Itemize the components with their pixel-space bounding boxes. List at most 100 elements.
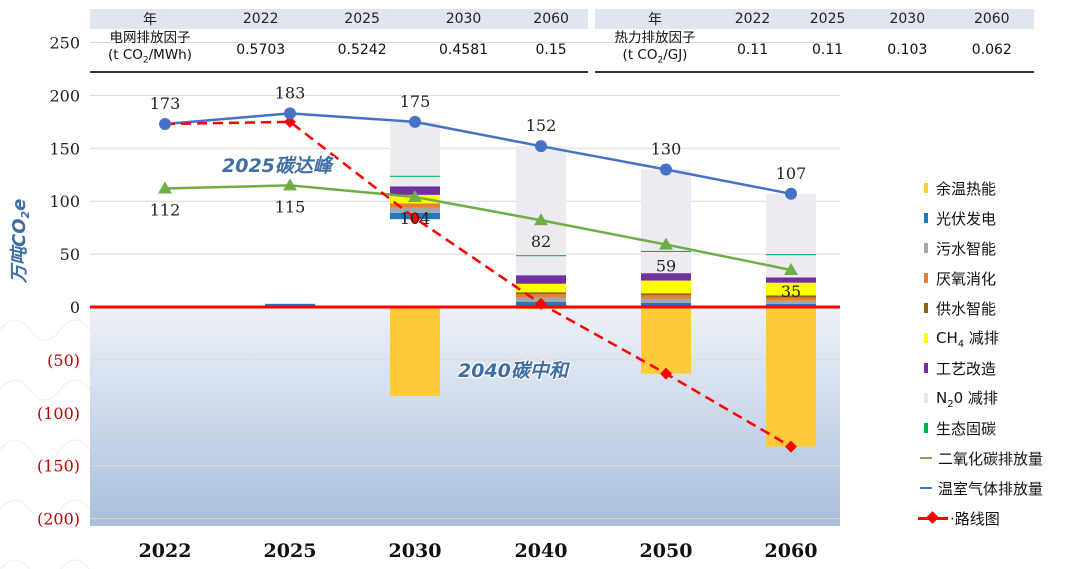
roadmap-point	[535, 297, 547, 310]
co2-point	[408, 189, 422, 202]
negative-area	[90, 308, 840, 526]
legend-label: ·路线图	[950, 509, 1000, 528]
table-header-cell: 2030	[865, 9, 950, 29]
legend-swatch	[924, 183, 928, 193]
bar-segment	[766, 300, 816, 304]
x-axis-labels: 2022 2025 2030 2040 2050 2060	[139, 540, 818, 562]
y-tick-label: 250	[49, 34, 80, 53]
legend-swatch	[924, 243, 928, 253]
table-cell: 0.5242	[311, 29, 413, 73]
gridlines	[90, 42, 840, 520]
roadmap-point	[785, 440, 797, 453]
table-cell: 0.4581	[412, 29, 515, 73]
table-header-cell: 2022	[210, 9, 312, 29]
bar-segment	[516, 294, 566, 298]
legend-swatch	[924, 273, 928, 283]
table-header-cell: 2060	[949, 9, 1034, 29]
co2-point	[784, 262, 798, 275]
y-tick-label: (150)	[37, 457, 80, 476]
bar-segment	[516, 283, 566, 293]
bar-segment	[641, 250, 691, 252]
roadmap-point	[660, 367, 672, 380]
co2-data-label: 59	[656, 257, 676, 276]
bar-segment	[516, 292, 566, 295]
bar-segment	[766, 307, 816, 447]
legend-swatch	[920, 487, 932, 489]
legend-label: 二氧化碳排放量	[938, 449, 1044, 468]
ghg-point	[159, 117, 171, 130]
y-tick-label: 200	[49, 86, 80, 105]
legend-label: N20 减排	[936, 388, 998, 410]
table-header-cell: 2025	[790, 9, 866, 29]
bar-segment	[766, 254, 816, 256]
legend-item: 光伏发电	[918, 203, 1078, 233]
bar-segment	[641, 273, 691, 281]
legend-label: 生态固碳	[936, 419, 997, 438]
legend-item: CH4 减排	[918, 323, 1078, 353]
y-axis-label-sub: 2	[19, 210, 32, 218]
co2-data-label: 82	[531, 232, 551, 251]
roadmap-point	[284, 115, 296, 128]
co2-data-label: 112	[150, 201, 181, 220]
ghg-data-label: 175	[400, 92, 431, 111]
ghg-data-label: 183	[275, 83, 306, 102]
x-tick-label: 2025	[264, 540, 317, 562]
co2-point	[283, 178, 297, 191]
table-cell: 0.062	[949, 29, 1034, 73]
ghg-data-label: 130	[651, 139, 682, 158]
roadmap-point	[409, 212, 421, 225]
bar-segment	[641, 293, 691, 296]
co2-point	[158, 181, 172, 194]
bar-segment	[766, 282, 816, 296]
x-tick-label: 2022	[139, 540, 192, 562]
table-cell: 0.11	[790, 29, 866, 73]
bar-segment	[265, 303, 315, 307]
legend-swatch	[920, 457, 932, 459]
legend-swatch	[924, 213, 928, 223]
x-tick-label: 2060	[765, 540, 818, 562]
heat-factor-table: 年 2022 2025 2030 2060 热力排放因子 (t CO2/GJ) 0…	[595, 9, 1034, 73]
y-axis-label-e: e	[9, 199, 30, 211]
roadmap-line	[164, 120, 792, 448]
bar-segment	[516, 256, 566, 276]
table-header-cell: 2060	[514, 9, 588, 29]
heat-factor-label: 热力排放因子 (t CO2/GJ)	[595, 29, 715, 73]
table-header-cell: 2030	[412, 9, 515, 29]
x-tick-label: 2040	[515, 540, 568, 562]
ghg-emission-line	[164, 112, 792, 196]
legend: 余温热能 光伏发电 污水智能 厌氧消化 供水智能 CH4 减排 工艺改造 N20 减排 生态固碳…	[918, 173, 1078, 533]
bar-segment	[766, 295, 816, 298]
legend-swatch	[918, 511, 948, 524]
legend-label: 温室气体排放量	[938, 479, 1044, 498]
legend-label: 供水智能	[936, 299, 997, 318]
legend-item: 温室气体排放量	[918, 473, 1078, 503]
table-cell: 0.103	[865, 29, 950, 73]
y-tick-label: (100)	[37, 404, 80, 423]
electricity-factor-label: 电网排放因子 (t CO2/MWh)	[90, 29, 210, 73]
legend-label: CH4 减排	[936, 328, 999, 350]
legend-item: 二氧化碳排放量	[918, 443, 1078, 473]
legend-item: N20 减排	[918, 383, 1078, 413]
co2-data-label: 104	[400, 209, 431, 228]
bar-segment	[641, 302, 691, 307]
bar-segment	[641, 307, 691, 374]
bar-segment	[766, 297, 816, 301]
ghg-data-label: 152	[526, 116, 557, 135]
legend-swatch	[924, 333, 928, 343]
legend-label: 工艺改造	[936, 359, 997, 378]
legend-item: 供水智能	[918, 293, 1078, 323]
series-lines: 173 183 175 152 130 107 112 115 104 82 59 35	[150, 83, 806, 453]
y-axis-label-main: 万吨CO	[9, 218, 30, 284]
ghg-point	[535, 140, 547, 153]
co2-point	[534, 213, 548, 226]
table-cell: 0.11	[715, 29, 791, 73]
table-header-cell: 2022	[715, 9, 791, 29]
y-axis-ticks: 250 200 150 100 50 0 (50) (100) (150) (200)	[37, 34, 80, 529]
y-tick-label: 100	[49, 192, 80, 211]
electricity-factor-table: 年 2022 2025 2030 2060 电网排放因子 (t CO2/MWh) …	[90, 9, 588, 73]
bar-segment	[766, 303, 816, 307]
bar-segment	[641, 295, 691, 299]
legend-swatch	[924, 393, 928, 403]
co2-data-label: 35	[781, 282, 801, 301]
